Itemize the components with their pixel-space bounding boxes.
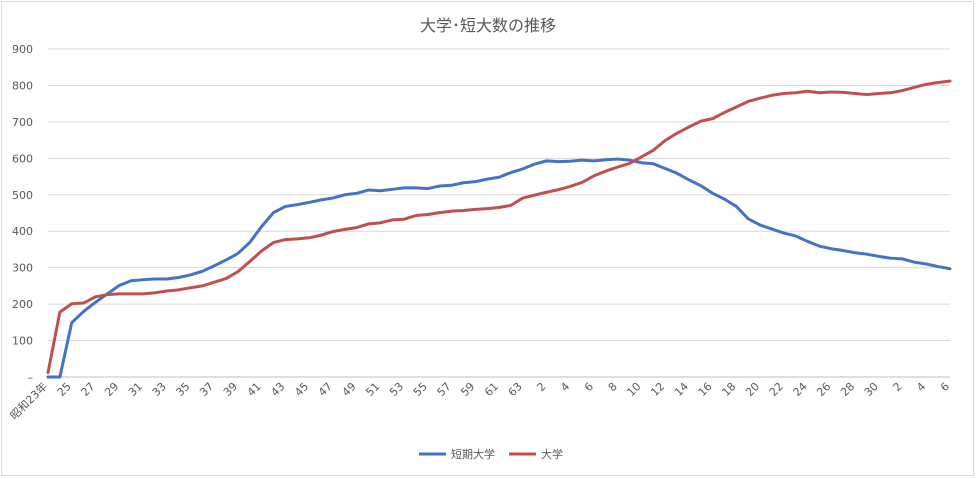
legend: 短期大学 大学 bbox=[419, 447, 563, 461]
x-tick-label: 4 bbox=[558, 380, 572, 394]
x-tick-label: 47 bbox=[316, 380, 335, 399]
x-tick-label: 35 bbox=[173, 380, 192, 399]
x-tick-label: 39 bbox=[221, 380, 240, 399]
x-tick-label: 25 bbox=[55, 380, 74, 399]
x-tick-label: 31 bbox=[126, 380, 145, 399]
x-tick-label: 49 bbox=[340, 380, 359, 399]
y-tick-label: 600 bbox=[12, 152, 33, 165]
x-tick-label: 22 bbox=[767, 380, 786, 399]
y-axis-ticks: – 100 200 300 400 500 600 700 800 900 bbox=[12, 43, 33, 384]
y-tick-label: 300 bbox=[12, 262, 33, 275]
y-tick-label: 400 bbox=[12, 225, 33, 238]
y-tick-label: 500 bbox=[12, 189, 33, 202]
x-tick-label: 37 bbox=[197, 380, 216, 399]
series-line-大学 bbox=[46, 79, 952, 375]
x-tick-label: 16 bbox=[696, 380, 715, 399]
x-tick-label: 57 bbox=[435, 380, 454, 399]
x-tick-label: 28 bbox=[838, 380, 857, 399]
x-tick-label: 4 bbox=[914, 380, 928, 394]
gridlines bbox=[48, 48, 950, 378]
legend-label: 短期大学 bbox=[451, 447, 495, 461]
y-tick-label: 900 bbox=[12, 43, 33, 56]
x-tick-label: 59 bbox=[458, 380, 477, 399]
x-tick-label: 43 bbox=[268, 380, 287, 399]
x-tick-label: 30 bbox=[862, 380, 881, 399]
y-tick-label: 800 bbox=[12, 79, 33, 92]
x-tick-label: 33 bbox=[150, 380, 169, 399]
x-tick-label: 20 bbox=[743, 380, 762, 399]
x-tick-label: 昭和23年 bbox=[7, 379, 50, 422]
x-tick-label: 24 bbox=[791, 380, 810, 399]
x-tick-label: 6 bbox=[582, 380, 596, 394]
x-tick-label: 2 bbox=[891, 380, 905, 394]
x-tick-label: 14 bbox=[672, 380, 691, 399]
x-tick-label: 2 bbox=[534, 380, 548, 394]
x-tick-label: 61 bbox=[482, 380, 501, 399]
x-tick-label: 45 bbox=[292, 380, 311, 399]
series-line-短期大学 bbox=[46, 157, 952, 379]
x-tick-label: 10 bbox=[624, 380, 643, 399]
y-tick-label: – bbox=[28, 371, 34, 384]
x-tick-label: 18 bbox=[719, 380, 738, 399]
y-tick-label: 700 bbox=[12, 116, 33, 129]
legend-label: 大学 bbox=[541, 447, 563, 461]
y-tick-label: 200 bbox=[12, 298, 33, 311]
x-tick-label: 41 bbox=[245, 380, 264, 399]
x-tick-label: 8 bbox=[606, 380, 620, 394]
x-tick-label: 12 bbox=[648, 380, 667, 399]
x-tick-label: 55 bbox=[411, 380, 430, 399]
chart-title: 大学･短大数の推移 bbox=[420, 16, 556, 35]
x-tick-label: 53 bbox=[387, 380, 406, 399]
x-tick-label: 6 bbox=[938, 380, 952, 394]
x-tick-label: 29 bbox=[102, 380, 121, 399]
x-tick-label: 26 bbox=[814, 380, 833, 399]
x-tick-label: 63 bbox=[506, 380, 525, 399]
x-axis-ticks: 昭和23年 25 27 29 31 33 35 37 39 41 43 45 47 49 51 53 55 57 5… bbox=[7, 379, 952, 422]
y-tick-label: 100 bbox=[12, 335, 33, 348]
series-lines bbox=[46, 79, 952, 379]
x-tick-label: 27 bbox=[79, 380, 98, 399]
x-tick-label: 51 bbox=[363, 380, 382, 399]
